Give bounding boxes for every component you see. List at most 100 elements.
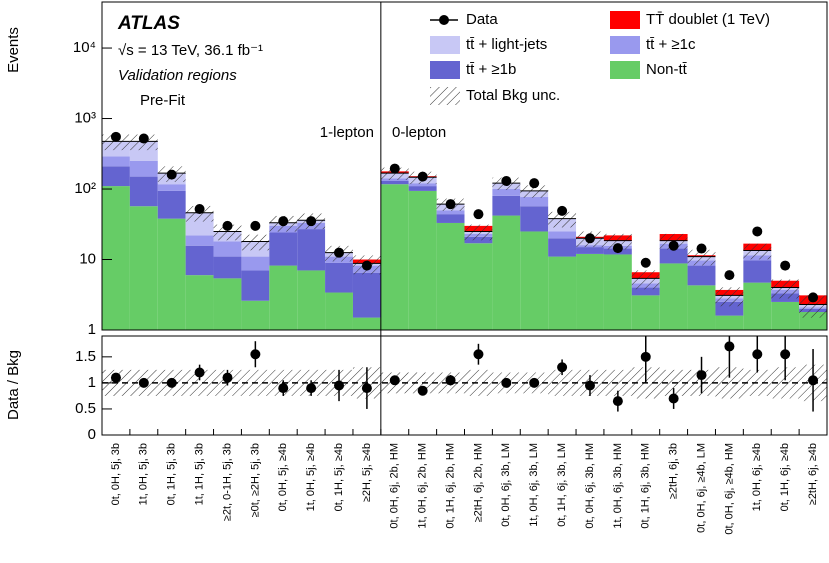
stack-segment (408, 186, 437, 191)
ratio-point (389, 375, 400, 386)
unc-band (743, 243, 772, 260)
fit: Pre-Fit (140, 92, 186, 109)
stack-segment (325, 292, 353, 330)
legend-label: Data (466, 11, 498, 28)
data-point (640, 257, 651, 268)
data-point (166, 169, 177, 180)
stack-segment (241, 256, 270, 271)
ratio-point (668, 393, 679, 404)
stack-segment (157, 184, 186, 191)
data-point (389, 163, 400, 174)
legend-data-marker (439, 15, 449, 25)
stack-segment (743, 282, 772, 330)
unc-band (771, 279, 800, 299)
ratio-y-tick-label: 1.5 (75, 348, 96, 365)
x-tick-label: ≥0t, ≥2H, 5j, 3b (249, 443, 261, 517)
y-tick-label: 1 (88, 321, 96, 338)
data-point (194, 204, 205, 215)
stack-segment (715, 315, 744, 330)
y-label: Events (5, 27, 22, 73)
unc-band (380, 167, 409, 180)
stack-segment (436, 222, 465, 330)
stack-segment (213, 278, 242, 330)
x-tick-label: ≥2tH, 6j, 2b, HM (472, 443, 484, 522)
stack-segment (185, 235, 214, 246)
unc-band (548, 211, 577, 228)
stack-segment (297, 229, 326, 271)
ratio-y-tick-label: 0.5 (75, 400, 96, 417)
stack-segment (213, 241, 242, 257)
stack-segment (687, 285, 716, 330)
stack-segment (269, 232, 298, 266)
data-point (696, 243, 707, 254)
x-tick-label: 0t, 0H, 6j, 3b, LM (500, 443, 512, 527)
data-point (445, 199, 456, 210)
unc-band (464, 224, 493, 241)
stack-segment (436, 214, 465, 223)
stack-segment (631, 295, 660, 330)
x-tick-label: 0t, 1H, 5j, 3b (166, 443, 178, 505)
y-tick-label: 10⁴ (73, 39, 96, 56)
ratio-point (278, 383, 289, 394)
stack-segment (241, 300, 270, 330)
stack-segment (520, 231, 549, 330)
ratio-point (808, 375, 819, 386)
data-point (110, 131, 121, 142)
stack-segment (297, 270, 326, 330)
stack-segment (380, 180, 409, 185)
ratio-point (612, 396, 623, 407)
stack-segment (436, 210, 465, 215)
data-point (138, 133, 149, 144)
legend-label: tt̄ + light-jets (466, 36, 547, 53)
unc-band (715, 287, 744, 307)
legend-label: Total Bkg unc. (466, 87, 560, 104)
data-point (473, 209, 484, 220)
x-tick-label: 0t, 1H, 5j, ≥4b (333, 443, 345, 511)
x-tick-label: 1t, 1H, 5j, 3b (194, 443, 206, 505)
regions: Validation regions (118, 67, 237, 84)
stack-segment (380, 184, 409, 330)
stack-segment (408, 183, 437, 187)
x-tick-label: 0t, 0H, 6j, ≥4b, HM (723, 443, 735, 535)
ratio-point (696, 370, 707, 381)
data-point (250, 220, 261, 231)
x-tick-label: ≥2t, 0-1H, 5j, 3b (221, 443, 233, 521)
stack-segment (213, 256, 242, 279)
left-channel: 1-lepton (320, 124, 374, 141)
legend-label: TT̄ doublet (1 TeV) (646, 11, 770, 28)
legend-label: Non-tt̄ (646, 61, 688, 78)
data-point (306, 216, 317, 227)
stack-segment (241, 270, 270, 301)
stack-segment (129, 160, 158, 177)
data-point (668, 240, 679, 251)
data-point (222, 220, 233, 231)
data-point (557, 205, 568, 216)
data-point (752, 226, 763, 237)
stack-segment (492, 189, 521, 196)
ratio-unc-band (464, 369, 493, 396)
data-point (529, 178, 540, 189)
data-point (501, 175, 512, 186)
legend-swatch (610, 36, 640, 54)
legend-swatch (610, 61, 640, 79)
x-tick-label: 1t, 0H, 6j, 3b, LM (528, 443, 540, 527)
stack-segment (603, 254, 632, 330)
stack-segment (659, 248, 688, 264)
ratio-point (166, 377, 177, 388)
stack-segment (157, 190, 186, 219)
stack-segment (325, 262, 353, 293)
unc-band (687, 249, 716, 266)
stack-segment (102, 166, 130, 187)
stack-segment (408, 190, 437, 330)
x-tick-label: 0t, 0H, 5j, ≥4b (277, 443, 289, 511)
y-tick-label: 10² (74, 180, 96, 197)
stack-segment (576, 253, 604, 330)
stack-segment (185, 275, 214, 330)
unc-band (213, 224, 242, 241)
ratio-y-tick-label: 0 (88, 426, 96, 443)
x-tick-label: 0t, 0H, 6j, ≥4b, LM (695, 443, 707, 533)
y-tick-label: 10 (79, 250, 96, 267)
stack-segment (269, 265, 298, 330)
stack-segment (492, 195, 521, 216)
stack-segment (771, 301, 800, 330)
